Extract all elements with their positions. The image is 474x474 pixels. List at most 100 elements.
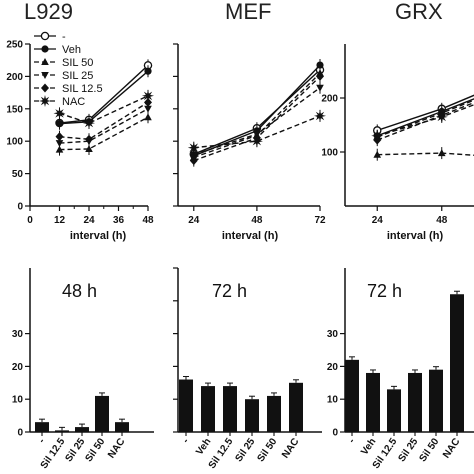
y-tick-label: 250 <box>6 40 23 51</box>
bar <box>408 372 422 432</box>
y-tick-label: 100 <box>321 148 338 159</box>
data-point <box>144 67 152 75</box>
legend-label: Veh <box>62 44 81 56</box>
data-point <box>373 150 382 158</box>
data-point <box>187 141 200 154</box>
category-label: Sil 50 <box>255 436 279 464</box>
data-point <box>316 84 324 92</box>
series-SIL 12.5 <box>55 96 152 146</box>
y-tick-label: 20 <box>12 362 24 373</box>
bar <box>387 389 401 432</box>
line-chart-grx: 100 200 24 48 interval (h) <box>321 44 474 242</box>
category-label: NAC <box>441 436 462 460</box>
data-point <box>189 156 198 166</box>
category-label: Sil 25 <box>396 436 420 464</box>
bar <box>366 372 380 432</box>
series-line <box>59 101 149 141</box>
x-tick-label: 72 <box>314 215 326 226</box>
bar <box>345 359 359 432</box>
bar <box>245 399 259 432</box>
x-tick-label: 36 <box>113 215 125 226</box>
y-tick-label: 30 <box>12 329 24 340</box>
data-point <box>144 97 152 107</box>
data-point <box>435 110 448 123</box>
y-tick-label: 30 <box>327 329 339 340</box>
category-label: Veh <box>359 436 378 457</box>
x-tick-label: 48 <box>436 215 448 226</box>
legend-label: SIL 50 <box>62 57 93 69</box>
series-- <box>372 94 474 137</box>
bar <box>450 294 464 432</box>
series-SIL 25 <box>189 81 324 161</box>
category-label: - <box>37 436 48 445</box>
series-line <box>377 98 474 137</box>
category-label: NAC <box>106 436 127 460</box>
category-label: Sil 50 <box>83 436 107 464</box>
line-chart-l929: 0 50 100 150 200 250 0 12 24 36 48 interval (h) <box>6 40 154 242</box>
legend-marker <box>41 58 49 65</box>
x-tick-label: 24 <box>83 215 95 226</box>
series-line <box>377 99 474 138</box>
line-chart-mef: 24 48 72 interval (h) <box>173 43 326 242</box>
panel-annotation-48h: 48 h <box>62 281 97 301</box>
legend-marker <box>40 31 50 41</box>
x-tick-label: 48 <box>142 215 154 226</box>
bar <box>223 386 237 432</box>
bar <box>289 382 303 432</box>
x-tick-label: 24 <box>188 215 200 226</box>
legend-label: SIL 12.5 <box>62 83 103 95</box>
series-line <box>59 95 149 124</box>
x-tick-label: 12 <box>54 215 66 226</box>
series-line <box>377 94 474 132</box>
data-point <box>314 109 326 122</box>
series-SIL 50 <box>373 147 474 161</box>
bar <box>55 430 69 432</box>
panel-title-l929: L929 <box>24 0 73 24</box>
y-tick-label: 0 <box>17 202 23 213</box>
legend-label: - <box>62 31 66 43</box>
y-tick-label: 0 <box>17 428 23 439</box>
panel-title-mef: MEF <box>225 0 271 24</box>
x-axis-label: interval (h) <box>222 230 279 242</box>
data-point <box>144 105 152 113</box>
data-point <box>142 89 154 102</box>
x-axis-label: interval (h) <box>387 230 444 242</box>
legend-marker <box>39 95 51 107</box>
data-point <box>371 129 384 142</box>
series-NAC <box>371 104 474 142</box>
y-tick-label: 200 <box>321 94 338 105</box>
series-NAC <box>53 89 154 130</box>
category-label: NAC <box>280 436 301 460</box>
legend-label: SIL 25 <box>62 70 93 82</box>
category-label: Sil 25 <box>233 436 257 464</box>
x-axis-label: interval (h) <box>70 230 127 242</box>
y-tick-label: 200 <box>6 72 23 83</box>
y-tick-label: 150 <box>6 104 23 115</box>
data-point <box>250 135 263 148</box>
series-line <box>193 115 321 149</box>
y-tick-label: 10 <box>12 395 24 406</box>
category-label: Sil 25 <box>63 436 87 464</box>
series-line <box>377 101 474 141</box>
bar <box>179 379 193 432</box>
bar <box>201 386 215 432</box>
data-point <box>55 120 64 128</box>
series-line <box>59 108 149 144</box>
bar <box>267 395 281 432</box>
data-point <box>85 134 93 144</box>
series-line <box>377 152 474 156</box>
x-tick-label: 24 <box>372 215 384 226</box>
data-point <box>53 107 66 120</box>
legend-marker <box>41 72 49 79</box>
series-line <box>59 116 149 151</box>
data-point <box>144 113 152 121</box>
data-point <box>316 71 324 81</box>
bar <box>115 422 129 432</box>
y-tick-label: 20 <box>327 362 339 373</box>
category-label: Veh <box>194 436 213 457</box>
data-point <box>55 140 64 148</box>
y-tick-label: 100 <box>6 137 23 148</box>
data-point <box>85 144 93 152</box>
